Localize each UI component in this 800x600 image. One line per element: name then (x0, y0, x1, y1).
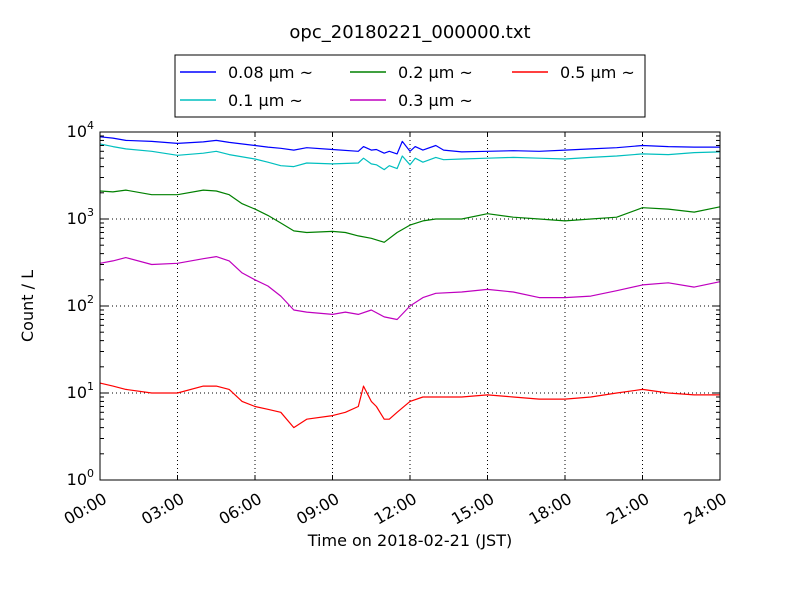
y-axis-label: Count / L (18, 270, 37, 342)
chart-title: opc_20180221_000000.txt (289, 22, 530, 43)
series-line (99, 382, 720, 429)
ticks: 00:00 03:00 06:00 09:00 12:00 15:00 18:00 21:00… (61, 119, 730, 529)
legend: 0.08 μm ~ 0.1 μm ~ 0.2 μm ~ 0.3 μm ~ 0.5 μm … (174, 54, 646, 118)
x-tick-label: 03:00 (138, 489, 187, 529)
x-tick-label: 12:00 (371, 489, 420, 529)
x-tick-label: 09:00 (293, 489, 342, 529)
y-tick-label: 101 (67, 380, 94, 402)
series-line (99, 256, 721, 321)
x-axis-label: Time on 2018-02-21 (JST) (307, 531, 512, 550)
series-line (99, 189, 721, 243)
x-tick-label: 00:00 (61, 489, 110, 529)
series-line (99, 136, 720, 155)
legend-label: 0.3 μm ~ (398, 91, 473, 110)
x-tick-label: 21:00 (603, 489, 652, 529)
y-tick-label: 100 (67, 467, 94, 489)
series-line (99, 143, 721, 171)
legend-label: 0.2 μm ~ (398, 63, 473, 82)
x-tick-label: 15:00 (448, 489, 497, 529)
y-tick-label: 103 (67, 206, 94, 228)
legend-label: 0.1 μm ~ (228, 91, 303, 110)
legend-label: 0.5 μm ~ (560, 63, 635, 82)
x-tick-label: 24:00 (681, 489, 730, 529)
legend-box (174, 54, 646, 118)
y-tick-label: 102 (67, 293, 94, 315)
x-tick-label: 06:00 (216, 489, 265, 529)
y-tick-label: 104 (67, 119, 94, 141)
series-lines (99, 136, 721, 429)
legend-label: 0.08 μm ~ (228, 63, 313, 82)
x-tick-label: 18:00 (526, 489, 575, 529)
